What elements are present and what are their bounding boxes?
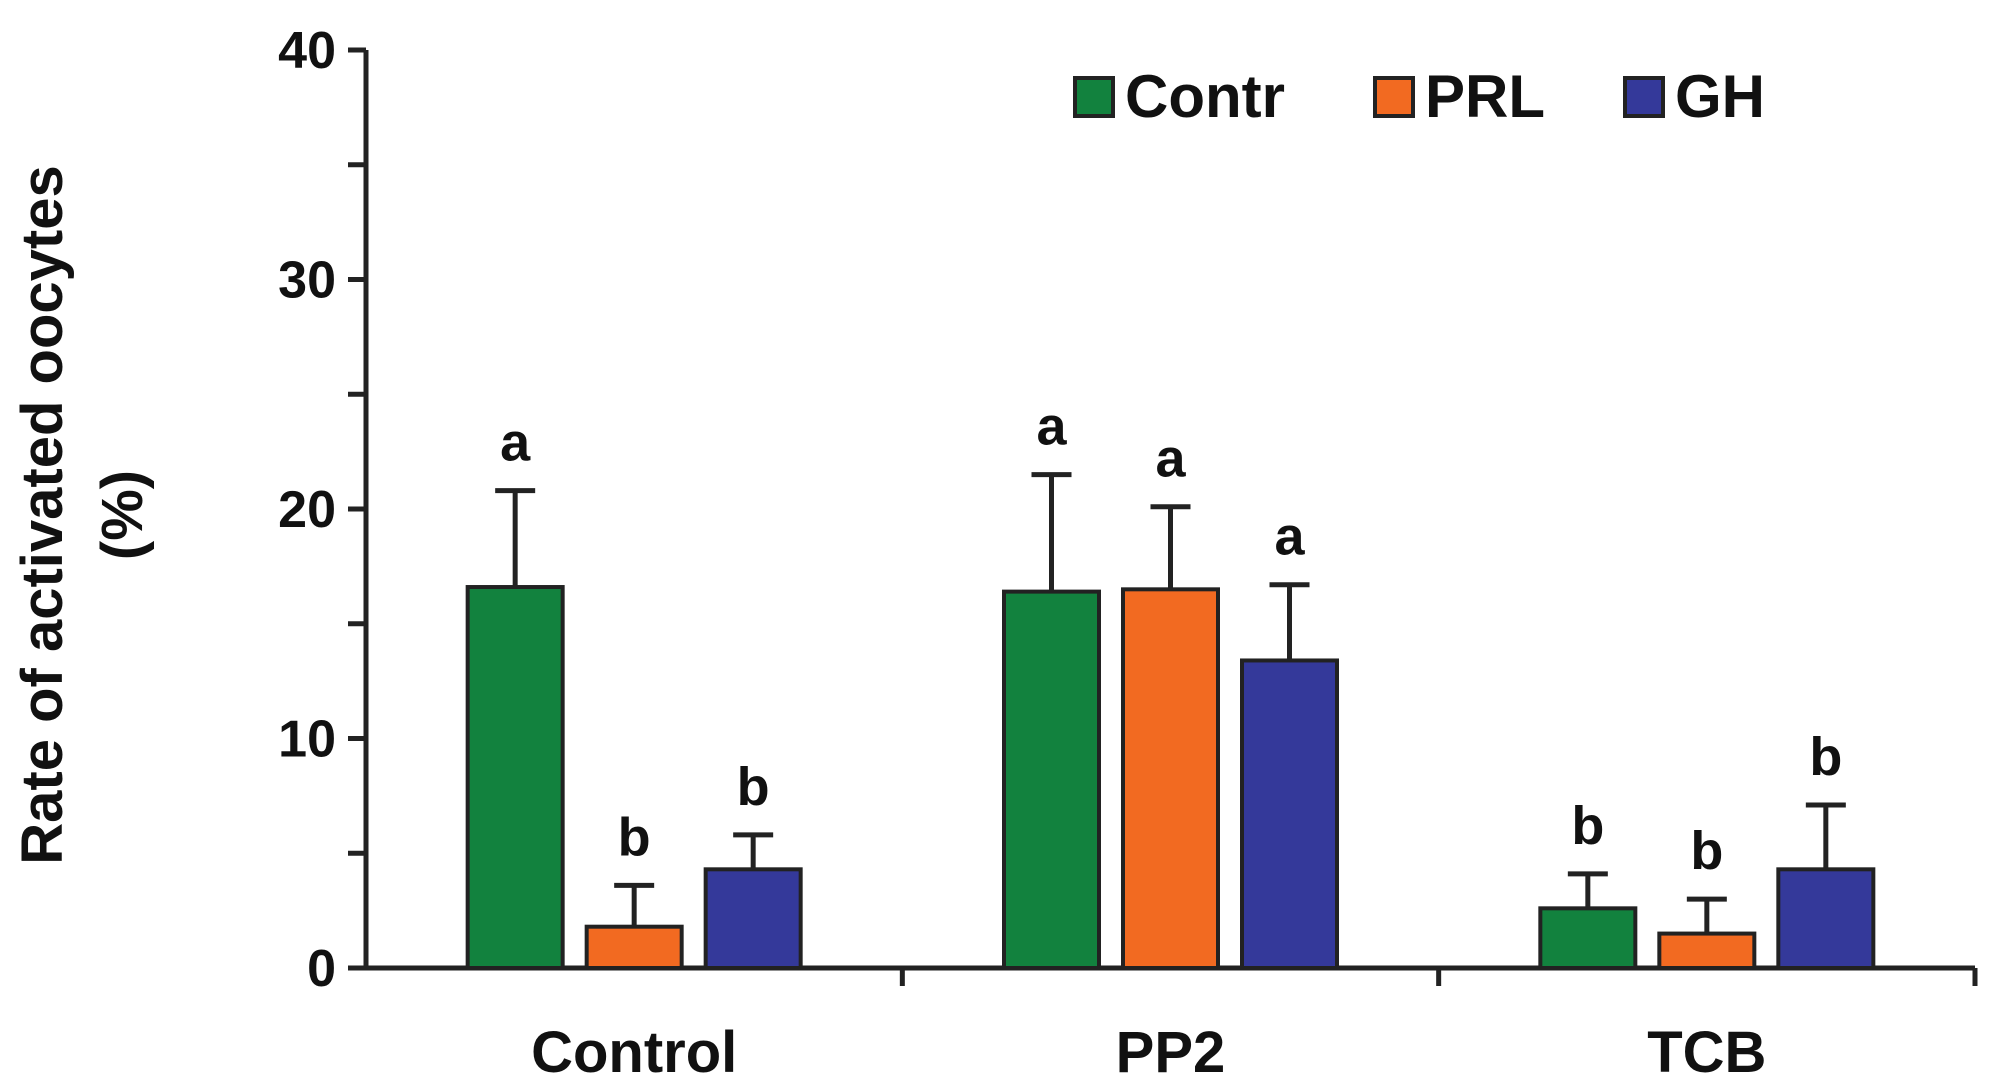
legend-label-prl: PRL bbox=[1425, 63, 1545, 130]
y-tick-label: 0 bbox=[307, 940, 336, 998]
bar-contr-tcb bbox=[1538, 906, 1638, 971]
significance-letter: a bbox=[1274, 507, 1305, 567]
significance-letter: b bbox=[1809, 727, 1842, 787]
x-category-label: PP2 bbox=[1116, 1020, 1226, 1085]
bars: a b b a a a b b b bbox=[465, 397, 1876, 971]
bar-contr-pp2 bbox=[1002, 589, 1101, 970]
significance-letter: b bbox=[1571, 796, 1604, 856]
y-tick-label: 10 bbox=[278, 711, 336, 769]
y-tick-label: 40 bbox=[278, 22, 336, 80]
legend-label-contr: Contr bbox=[1125, 63, 1285, 130]
significance-letter: b bbox=[737, 757, 770, 817]
significance-letter: a bbox=[1036, 397, 1067, 457]
legend-swatch-contr bbox=[1073, 76, 1115, 118]
significance-letter: b bbox=[618, 807, 651, 867]
legend-label-gh: GH bbox=[1675, 63, 1765, 130]
y-tick-label: 20 bbox=[278, 481, 336, 539]
y-axis-title: Rate of activated oocytes (%) bbox=[10, 165, 155, 864]
x-category-label: TCB bbox=[1647, 1020, 1766, 1085]
bar-contr-control bbox=[465, 585, 565, 971]
bar-gh-pp2 bbox=[1240, 658, 1339, 970]
legend-swatch-prl bbox=[1373, 76, 1415, 118]
legend-swatch-gh bbox=[1623, 76, 1665, 118]
significance-letter: a bbox=[1155, 429, 1186, 489]
bar-prl-pp2 bbox=[1121, 587, 1220, 970]
significance-letter: b bbox=[1690, 821, 1723, 881]
y-tick-label: 30 bbox=[278, 252, 336, 310]
bar-prl-tcb bbox=[1657, 931, 1757, 971]
bar-prl-control bbox=[584, 924, 684, 971]
significance-letter: a bbox=[500, 413, 531, 473]
bar-gh-control bbox=[703, 867, 803, 970]
y-axis-title-line2: (%) bbox=[90, 470, 155, 560]
bar-gh-tcb bbox=[1776, 867, 1876, 970]
y-axis-title-line1: Rate of activated oocytes bbox=[10, 165, 75, 864]
legend: Contr PRL GH bbox=[1073, 63, 1765, 130]
x-category-label: Control bbox=[531, 1020, 737, 1085]
